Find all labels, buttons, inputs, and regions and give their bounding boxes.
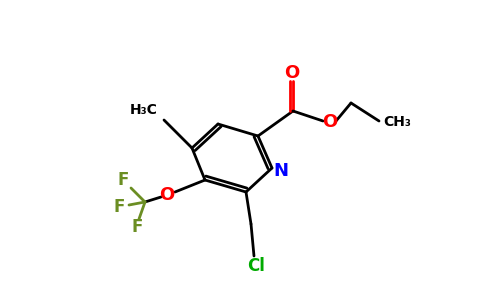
- Text: F: F: [117, 171, 129, 189]
- Text: O: O: [285, 64, 300, 82]
- Text: N: N: [273, 162, 288, 180]
- Text: H₃C: H₃C: [130, 103, 158, 117]
- Text: O: O: [159, 186, 175, 204]
- Text: CH₃: CH₃: [383, 115, 411, 129]
- Text: F: F: [113, 198, 125, 216]
- Text: Cl: Cl: [247, 257, 265, 275]
- Text: F: F: [131, 218, 143, 236]
- Text: O: O: [322, 113, 338, 131]
